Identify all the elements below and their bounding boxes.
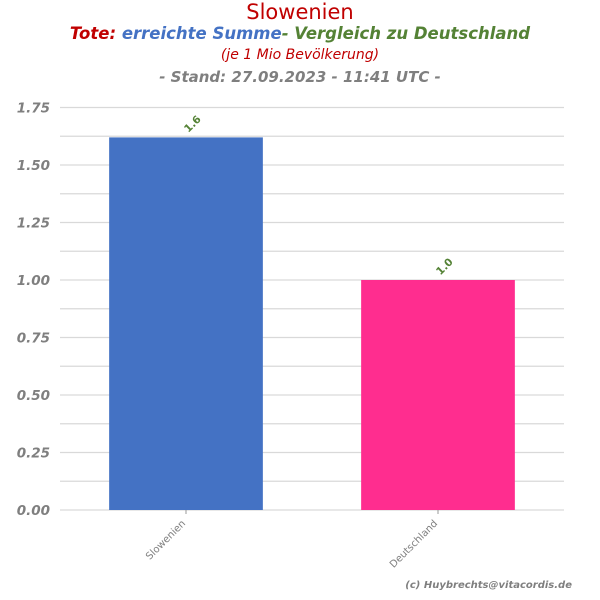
subtitle-middle: erreichte Summe [121,24,282,43]
bars [109,137,515,510]
data-label: 1.0 [434,256,456,278]
stand-timestamp: - Stand: 27.09.2023 - 11:41 UTC - [159,68,441,86]
subtitle-prefix: Tote: [69,24,117,43]
bar-deutschland [361,280,515,510]
subtitle-suffix: - Vergleich zu Deutschland [281,24,531,43]
data-label: 1.6 [182,113,204,135]
unit-note: (je 1 Mio Bevölkerung) [220,47,380,63]
chart-title: Slowenien [246,0,354,24]
chart-subtitle: Tote: erreichte Summe- Vergleich zu Deut… [0,24,600,43]
x-tick-label: Slowenien [144,518,188,562]
y-tick-label: 0.25 [17,446,50,462]
y-tick-label: 1.25 [17,216,50,232]
y-tick-label: 0.00 [17,503,50,519]
x-axis-ticks: Slowenien Deutschland [144,510,440,570]
y-tick-label: 1.00 [17,273,50,289]
y-tick-label: 0.50 [17,388,50,404]
y-axis-ticks: 0.00 0.25 0.50 0.75 1.00 1.25 1.50 1.75 [17,101,50,520]
y-tick-label: 1.50 [17,158,50,174]
y-tick-label: 1.75 [17,101,50,117]
copyright-credit: (c) Huybrechts@vitacordis.de [405,580,572,591]
y-tick-label: 0.75 [17,331,50,347]
x-tick-label: Deutschland [388,518,440,570]
bar-slowenien [109,137,263,510]
